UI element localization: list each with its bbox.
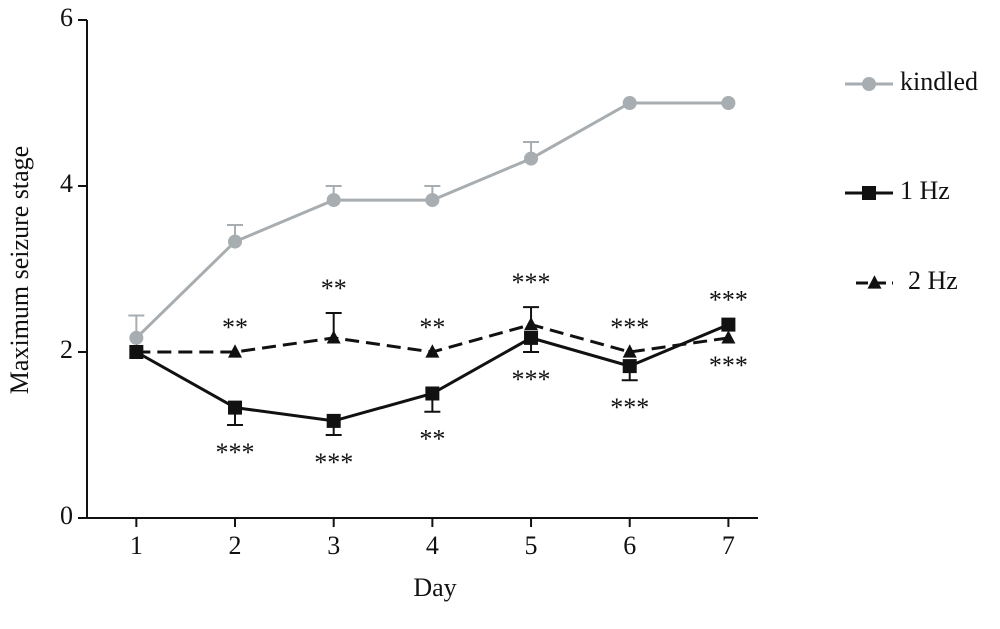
y-tick-label: 2 bbox=[60, 335, 73, 364]
significance-label: ** bbox=[419, 313, 445, 342]
significance-label: *** bbox=[512, 365, 551, 394]
data-point bbox=[129, 344, 144, 358]
significance-label: *** bbox=[512, 268, 551, 297]
significance-label: *** bbox=[709, 351, 748, 380]
data-point bbox=[326, 330, 341, 344]
x-tick-label: 6 bbox=[623, 531, 636, 560]
data-point bbox=[622, 96, 637, 110]
data-point bbox=[425, 386, 440, 401]
significance-label: ** bbox=[321, 274, 347, 303]
x-tick-label: 7 bbox=[722, 531, 735, 560]
data-point bbox=[228, 344, 243, 358]
significance-label: *** bbox=[709, 286, 748, 315]
data-point bbox=[524, 151, 539, 166]
x-tick-label: 3 bbox=[327, 531, 340, 560]
data-point bbox=[425, 344, 440, 358]
data-point bbox=[622, 359, 637, 374]
data-point bbox=[228, 234, 243, 249]
legend-label: 2 Hz bbox=[908, 266, 958, 295]
data-point bbox=[326, 413, 341, 428]
data-point bbox=[622, 344, 637, 358]
x-tick-label: 5 bbox=[525, 531, 538, 560]
significance-label: *** bbox=[610, 313, 649, 342]
significance-label: *** bbox=[314, 448, 353, 477]
significance-label: ** bbox=[222, 313, 248, 342]
series-line bbox=[135, 101, 729, 339]
x-axis-label: Day bbox=[413, 573, 456, 602]
legend-marker bbox=[862, 186, 876, 200]
significance-label: *** bbox=[610, 393, 649, 422]
data-point bbox=[721, 330, 736, 344]
data-point bbox=[228, 400, 243, 415]
legend-marker bbox=[862, 77, 876, 91]
legend-label: kindled bbox=[900, 67, 978, 96]
y-tick-label: 4 bbox=[60, 169, 73, 198]
data-point bbox=[524, 330, 539, 345]
legend-marker bbox=[867, 275, 882, 289]
x-tick-label: 2 bbox=[229, 531, 242, 560]
data-point bbox=[326, 193, 341, 208]
data-point bbox=[721, 96, 736, 110]
data-point bbox=[524, 316, 539, 331]
data-point bbox=[129, 330, 144, 345]
legend-label: 1 Hz bbox=[900, 176, 950, 205]
y-axis-label: Maximum seizure stage bbox=[5, 146, 34, 394]
x-tick-label: 1 bbox=[130, 531, 143, 560]
y-tick-label: 6 bbox=[60, 3, 73, 32]
significance-label: ** bbox=[419, 425, 445, 454]
x-tick-label: 4 bbox=[426, 531, 439, 560]
data-point bbox=[721, 317, 736, 332]
significance-label: *** bbox=[216, 438, 255, 467]
y-tick-label: 0 bbox=[60, 501, 73, 530]
data-point bbox=[425, 193, 440, 208]
